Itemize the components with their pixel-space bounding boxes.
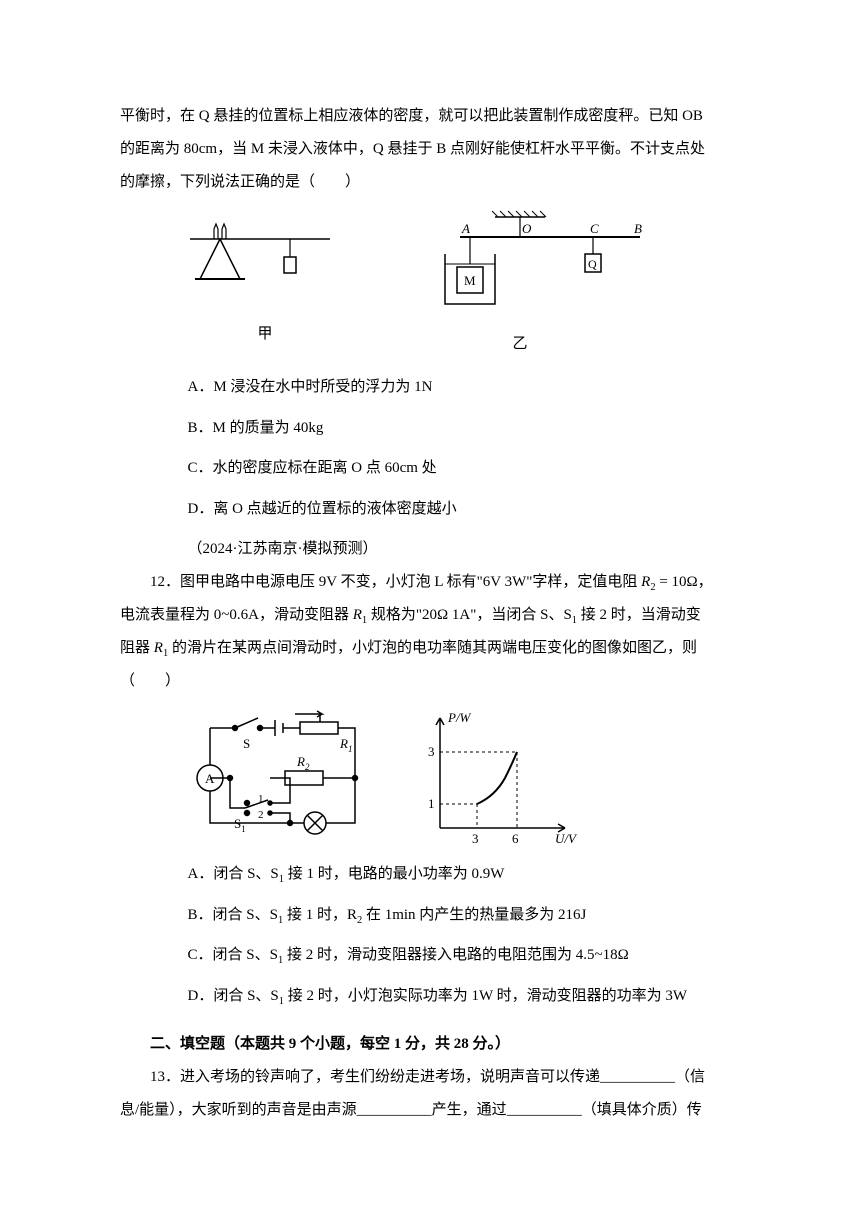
diagram-jia: 甲 xyxy=(180,209,350,361)
svg-text:3: 3 xyxy=(472,831,479,846)
q12-line1: 12．图甲电路中电源电压 9V 不变，小灯泡 L 标有"6V 3W"字样，定值电… xyxy=(120,566,740,599)
q11-intro-line2: 的距离为 80cm，当 M 未浸入液体中，Q 悬挂于 B 点刚好能使杠杆水平平衡… xyxy=(120,133,740,166)
svg-text:2: 2 xyxy=(258,809,264,821)
svg-text:1: 1 xyxy=(428,796,435,811)
q11-source: （2024·江苏南京·模拟预测） xyxy=(120,533,740,566)
svg-text:R2: R2 xyxy=(296,754,310,772)
q12-optA: A．闭合 S、S1 接 1 时，电路的最小功率为 0.9W xyxy=(120,858,740,891)
q11-intro-line1: 平衡时，在 Q 悬挂的位置标上相应液体的密度，就可以把此装置制作成密度秤。已知 … xyxy=(120,100,740,133)
svg-text:3: 3 xyxy=(428,744,435,759)
caption-jia: 甲 xyxy=(180,318,350,351)
q11-optC: C．水的密度应标在距离 O 点 60cm 处 xyxy=(120,452,740,485)
q12-optD: D．闭合 S、S1 接 2 时，小灯泡实际功率为 1W 时，滑动变阻器的功率为 … xyxy=(120,980,740,1013)
q11-intro-line3: 的摩擦，下列说法正确的是（ ） xyxy=(120,166,740,199)
svg-text:Q: Q xyxy=(588,257,597,271)
q13-line1: 13．进入考场的铃声响了，考生们纷纷走进考场，说明声音可以传递_________… xyxy=(120,1061,740,1094)
balance-scale-icon xyxy=(180,209,350,309)
svg-text:O: O xyxy=(522,221,532,236)
q11-diagrams: 甲 A O C B M Q 乙 xyxy=(180,209,740,361)
svg-text:M: M xyxy=(464,273,476,288)
svg-text:R1: R1 xyxy=(339,736,352,754)
power-voltage-graph: P/W U/V 3 1 3 6 xyxy=(410,708,580,848)
section2-title: 二、填空题（本题共 9 个小题，每空 1 分，共 28 分。） xyxy=(120,1028,740,1061)
svg-text:U/V: U/V xyxy=(555,831,578,846)
svg-text:P/W: P/W xyxy=(447,710,472,725)
q11-optB: B．M 的质量为 40kg xyxy=(120,412,740,445)
svg-text:B: B xyxy=(634,221,642,236)
circuit-icon: S R1 R2 S1 1 2 A xyxy=(180,708,380,848)
svg-text:S: S xyxy=(243,736,250,751)
svg-text:A: A xyxy=(461,221,470,236)
q12-optC: C．闭合 S、S1 接 2 时，滑动变阻器接入电路的电阻范围为 4.5~18Ω xyxy=(120,939,740,972)
svg-text:A: A xyxy=(205,771,215,786)
svg-text:1: 1 xyxy=(258,793,264,805)
q11-optD: D．离 O 点越近的位置标的液体密度越小 xyxy=(120,493,740,526)
q12-line3: 阻器 R1 的滑片在某两点间滑动时，小灯泡的电功率随其两端电压变化的图像如图乙，… xyxy=(120,632,740,665)
q12-line2: 电流表量程为 0~0.6A，滑动变阻器 R1 规格为"20Ω 1A"，当闭合 S… xyxy=(120,599,740,632)
svg-text:S1: S1 xyxy=(234,816,246,834)
svg-text:6: 6 xyxy=(512,831,519,846)
diagram-yi: A O C B M Q 乙 xyxy=(390,209,650,361)
q11-optA: A．M 浸没在水中时所受的浮力为 1N xyxy=(120,371,740,404)
q12-diagrams: S R1 R2 S1 1 2 A P/W U/V 3 1 3 6 xyxy=(180,708,740,848)
q12-optB: B．闭合 S、S1 接 1 时，R2 在 1min 内产生的热量最多为 216J xyxy=(120,899,740,932)
svg-text:C: C xyxy=(590,221,599,236)
q12-line4: （ ） xyxy=(120,665,740,698)
q13-line2: 息/能量），大家听到的声音是由声源__________产生，通过________… xyxy=(120,1094,740,1127)
lever-density-icon: A O C B M Q xyxy=(390,209,650,319)
caption-yi: 乙 xyxy=(390,328,650,361)
